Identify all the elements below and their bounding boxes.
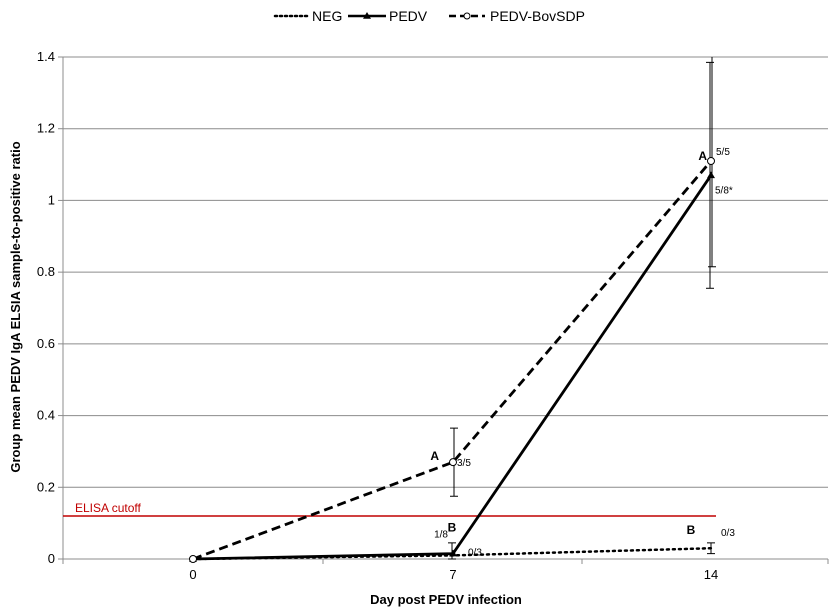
y-tick-label: 1.2 — [37, 121, 55, 136]
positive-ratio-label: 5/5 — [716, 147, 730, 158]
series-lines — [191, 160, 713, 561]
group-letter-label: A — [430, 449, 439, 463]
gridlines — [63, 56, 828, 488]
x-tick-label: 7 — [449, 567, 456, 582]
series-markers — [189, 156, 715, 563]
y-tick-label: 0.8 — [37, 264, 55, 279]
series-line-pedv — [192, 174, 713, 561]
legend-label-pedv-bovsdp: PEDV-BovSDP — [490, 8, 585, 24]
positive-ratio-label: 3/5 — [457, 458, 471, 469]
y-tick-label: 0.4 — [37, 408, 55, 423]
x-tick-label: 0 — [189, 567, 196, 582]
y-tick-label: 0 — [48, 551, 55, 566]
y-axis-title: Group mean PEDV IgA ELSIA sample-to-posi… — [8, 141, 23, 472]
group-letter-label: B — [448, 521, 457, 535]
x-tick-label: 14 — [704, 567, 718, 582]
legend-label-pedv: PEDV — [389, 8, 428, 24]
y-tick-label: 1 — [48, 192, 55, 207]
legend-marker-triangle — [363, 12, 371, 19]
y-tick-label: 0.2 — [37, 479, 55, 494]
legend-marker-circle — [463, 12, 471, 20]
x-axis-title: Day post PEDV infection — [370, 592, 522, 607]
cutoff-line-group: ELISA cutoff — [63, 501, 716, 517]
x-tick-labels: 0 7 14 — [189, 567, 718, 582]
series-line-pedv-bovsdp — [192, 160, 713, 561]
data-point-pedv-bovsdp — [189, 555, 197, 563]
annotation-labels: A3/5B1/80/3A 5/55/8*B 0/3 — [430, 147, 735, 558]
y-tick-label: 1.4 — [37, 49, 55, 64]
group-letter-label: B — [687, 523, 696, 537]
error-bars — [448, 57, 716, 560]
elisa-cutoff-label: ELISA cutoff — [75, 501, 141, 515]
legend: NEG PEDV PEDV-BovSDP — [273, 8, 585, 24]
positive-ratio-label: 5/8* — [715, 185, 733, 196]
data-point-pedv-bovsdp — [449, 458, 457, 467]
data-point-pedv — [449, 549, 457, 557]
group-letter-label: A — [698, 149, 707, 163]
positive-ratio-label: 0/3 — [468, 547, 482, 558]
y-tick-label: 0.6 — [37, 336, 55, 351]
positive-ratio-label: 1/8 — [434, 530, 448, 541]
y-tick-labels: 0 0.2 0.4 0.6 0.8 1 1.2 1.4 — [37, 49, 55, 566]
positive-ratio-label: 0/3 — [721, 528, 735, 539]
data-point-pedv-bovsdp — [707, 156, 715, 165]
data-point-pedv — [707, 171, 715, 179]
legend-label-neg: NEG — [312, 8, 342, 24]
